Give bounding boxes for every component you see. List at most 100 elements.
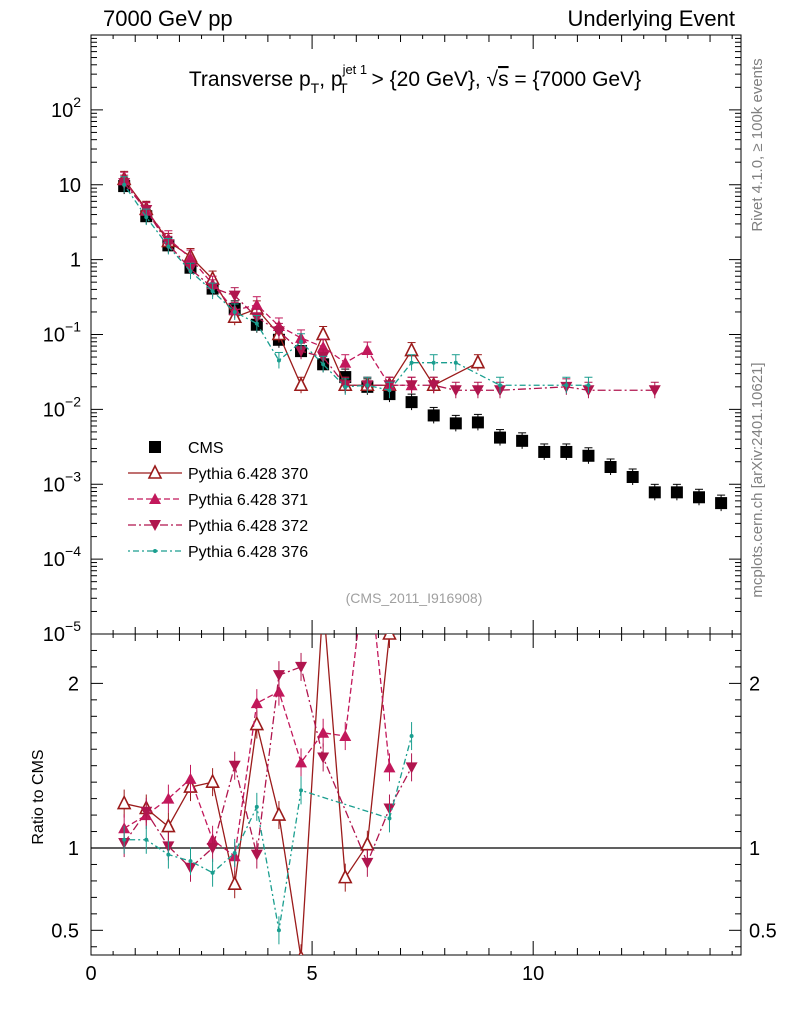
series-4-point xyxy=(498,383,503,388)
series-4-ratio-point xyxy=(254,804,259,809)
y-tick-label: 10−4 xyxy=(43,543,81,571)
ratio-frame xyxy=(90,633,742,956)
y-tick-label: 102 xyxy=(51,94,81,122)
series-4-ratio-point xyxy=(409,734,414,739)
series-2-ratio-point xyxy=(361,546,373,557)
legend-marker xyxy=(149,493,161,504)
series-0-point xyxy=(494,431,507,444)
series-3-point xyxy=(471,385,484,397)
series-4-ratio-point xyxy=(188,859,193,864)
series-3-ratio-point xyxy=(361,857,374,869)
series-4-ratio-point xyxy=(122,837,127,842)
series-3-point xyxy=(648,385,661,397)
mcplots-source-label: mcplots.cern.ch [arXiv:2401.10621] xyxy=(749,362,766,597)
series-1-point xyxy=(470,353,486,369)
series-4-point xyxy=(431,360,436,365)
series-1-ratio-line xyxy=(124,634,391,955)
y-tick-label: 10−2 xyxy=(43,393,81,421)
series-4-line xyxy=(123,184,589,391)
ratio-data-layer xyxy=(116,546,418,955)
series-2-point xyxy=(250,298,263,310)
series-2-ratio-point xyxy=(295,756,308,768)
series-1-line xyxy=(123,178,479,387)
series-4-point xyxy=(321,362,326,367)
series-4-point xyxy=(276,358,281,363)
series-4-ratio-point xyxy=(232,850,237,855)
series-3-point xyxy=(228,290,241,302)
series-1-point xyxy=(315,325,331,341)
rivet-version-label: Rivet 4.1.0, ≥ 100k events xyxy=(749,58,766,231)
series-0-point xyxy=(516,434,529,447)
series-2-ratio-point xyxy=(383,761,396,773)
y-tick-label: 10 xyxy=(59,175,81,197)
series-4-ratio-point xyxy=(276,928,281,933)
series-0-point xyxy=(538,445,551,458)
series-4-point xyxy=(188,269,193,274)
main-data-layer xyxy=(116,170,728,512)
series-3-ratio-point xyxy=(206,843,219,854)
x-tick-label: 5 xyxy=(307,963,318,985)
series-1-ratio-point xyxy=(116,794,132,810)
series-3-ratio-point xyxy=(405,762,418,774)
legend-label: Pythia 6.428 372 xyxy=(188,518,308,535)
series-4-point xyxy=(210,289,215,294)
series-1-ratio-point xyxy=(317,594,329,606)
series-1-point xyxy=(404,341,419,357)
ratio-y-tick-label: 2 xyxy=(68,673,79,695)
series-4-ratio-point xyxy=(144,837,149,842)
legend: CMS Pythia 6.428 370 Pythia 6.428 371 Pythi… xyxy=(128,440,308,561)
series-4-point xyxy=(254,321,259,326)
series-0-point xyxy=(604,460,617,473)
series-1-ratio-point xyxy=(271,806,287,821)
series-2-point xyxy=(361,344,374,356)
series-4-point xyxy=(453,360,458,365)
series-4-point xyxy=(232,309,237,314)
series-1-ratio-point xyxy=(337,868,353,884)
series-1-ratio-point xyxy=(382,634,397,640)
series-1-point xyxy=(293,376,309,392)
series-4-point xyxy=(122,182,127,187)
series-1-ratio-point xyxy=(227,875,243,891)
ratio-y-tick-label-right: 1 xyxy=(749,838,760,860)
series-0-point xyxy=(626,470,639,483)
legend-marker xyxy=(147,464,163,479)
series-4-point xyxy=(409,360,414,365)
series-3-point xyxy=(449,385,462,397)
series-0-point xyxy=(449,417,462,430)
series-4-point xyxy=(166,244,171,249)
series-3-ratio-point xyxy=(250,849,263,861)
series-3-ratio-point xyxy=(228,760,241,772)
series-2-ratio-point xyxy=(184,772,197,784)
series-3-ratio-point xyxy=(272,670,285,682)
y-tick-label: 1 xyxy=(70,250,81,272)
series-3-ratio-point xyxy=(317,752,330,764)
series-1-ratio-point xyxy=(298,949,304,955)
header-right: Underlying Event xyxy=(567,6,735,31)
series-4-ratio-point xyxy=(299,788,304,793)
legend-label: Pythia 6.428 376 xyxy=(188,544,308,561)
series-0-point xyxy=(471,416,484,429)
series-2-ratio-point xyxy=(339,730,352,742)
ratio-y-tick-label-right: 2 xyxy=(749,673,760,695)
series-4-point xyxy=(564,383,569,388)
legend-marker xyxy=(149,441,161,453)
series-0-point xyxy=(648,486,661,499)
series-2-point xyxy=(339,356,352,368)
series-4-point xyxy=(586,383,591,388)
series-0-point xyxy=(582,449,595,462)
series-3-point xyxy=(427,380,440,392)
series-3-ratio-point xyxy=(140,806,153,818)
series-2-line xyxy=(123,179,412,386)
series-4-point xyxy=(144,215,149,220)
series-0-point xyxy=(560,445,573,458)
ratio-y-tick-label: 0.5 xyxy=(51,920,79,942)
series-4-point xyxy=(343,384,348,389)
series-0-point xyxy=(715,497,728,510)
main-plot: 10−5 10−4 10−3 10−2 10−1 1 10 102 xyxy=(43,34,742,646)
series-2-ratio-point xyxy=(162,792,175,804)
series-0-point xyxy=(405,396,418,409)
series-2-ratio-point xyxy=(250,697,263,709)
series-3-ratio-point xyxy=(295,661,308,673)
